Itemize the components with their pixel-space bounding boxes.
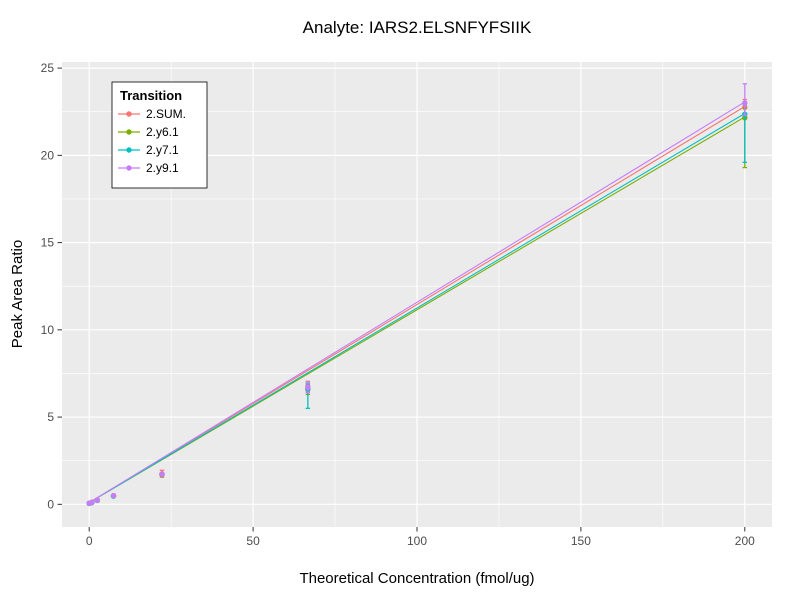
x-tick-label: 100 (407, 534, 427, 548)
data-point-2.y9.1 (110, 492, 117, 499)
legend-key-point (126, 111, 132, 117)
x-axis-title: Theoretical Concentration (fmol/ug) (299, 570, 534, 587)
legend-title: Transition (120, 88, 182, 103)
data-point-2.y9.1 (89, 499, 95, 506)
legend-key-point (126, 129, 132, 135)
y-tick-label: 0 (47, 497, 54, 511)
y-tick-label: 10 (41, 323, 55, 337)
legend-item-label: 2.y6.1 (146, 125, 179, 139)
x-tick-label: 200 (735, 534, 755, 548)
fit-line-2.SUM. (88, 106, 746, 504)
fit-line-2.y7.1 (88, 112, 746, 504)
legend: Transition 2.SUM. 2.y6.1 2.y7.1 2.y9.1 (111, 81, 208, 189)
x-tick-label: 50 (246, 534, 260, 548)
y-axis-title: Peak Area Ratio (9, 240, 26, 348)
legend-item-label: 2.y9.1 (146, 161, 179, 175)
axis-layer: 0 50 100 150 200 0 5 10 15 20 25 (41, 61, 755, 548)
chart-title: Analyte: IARS2.ELSNFYFSIIK (303, 18, 532, 37)
y-tick-label: 25 (41, 61, 55, 75)
y-tick-label: 5 (47, 410, 54, 424)
x-tick-label: 150 (571, 534, 591, 548)
legend-key-point (126, 165, 132, 171)
legend-item-label: 2.SUM. (146, 107, 186, 121)
x-tick-label: 0 (86, 534, 93, 548)
y-tick-label: 15 (41, 236, 55, 250)
data-point-2.y9.1 (94, 497, 101, 503)
data-point-2.y9.1 (742, 100, 748, 106)
y-tick-label: 20 (41, 148, 55, 162)
legend-item-label: 2.y7.1 (146, 143, 179, 157)
data-point-2.y9.1 (159, 471, 165, 477)
fit-line-2.y9.1 (88, 101, 746, 504)
data-point-2.y9.1 (305, 384, 311, 391)
legend-key-point (126, 147, 132, 153)
data-layer (86, 83, 748, 507)
